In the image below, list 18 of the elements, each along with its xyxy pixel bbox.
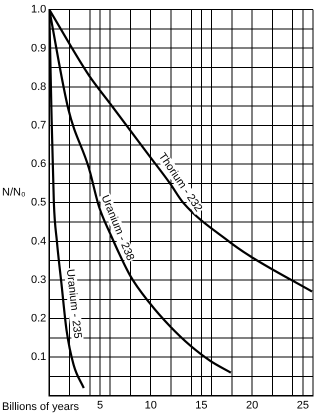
x-tick-label: 5	[96, 399, 104, 412]
y-tick-label: 0.6	[30, 158, 46, 170]
y-axis-title: N/N₀	[2, 186, 26, 199]
y-tick-label: 0.8	[30, 80, 46, 93]
y-tick-label: 0.9	[30, 42, 46, 54]
x-tick-label: 15	[195, 399, 208, 412]
x-tick-label: 20	[246, 399, 258, 412]
y-tick-label: 0.1	[30, 351, 46, 364]
y-tick-label: 0.2	[30, 312, 46, 325]
y-tick-label: 0.4	[30, 235, 46, 248]
x-axis-title: Billions of years	[2, 400, 80, 413]
annotation: Uranium - 235	[64, 268, 84, 340]
y-tick-label: 0.3	[30, 274, 46, 286]
y-tick-label: 0.7	[30, 119, 46, 132]
x-tick-label: 10	[144, 399, 157, 412]
y-tick-label: 1.0	[30, 4, 46, 16]
y-tick-label: 0.5	[30, 196, 46, 209]
x-tick-label: 25	[296, 399, 309, 412]
